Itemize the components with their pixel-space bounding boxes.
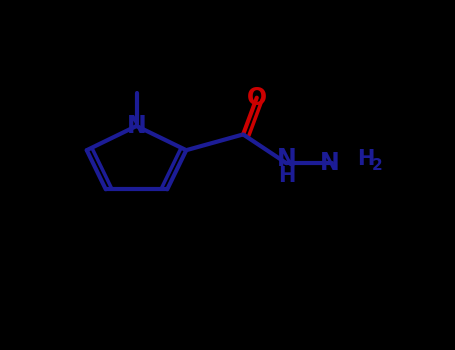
Text: H: H xyxy=(357,149,374,169)
Text: N: N xyxy=(320,151,339,175)
Text: 2: 2 xyxy=(371,159,382,174)
Text: H: H xyxy=(278,167,295,187)
Text: N: N xyxy=(126,114,147,138)
Text: O: O xyxy=(247,86,267,110)
Text: N: N xyxy=(277,147,296,171)
